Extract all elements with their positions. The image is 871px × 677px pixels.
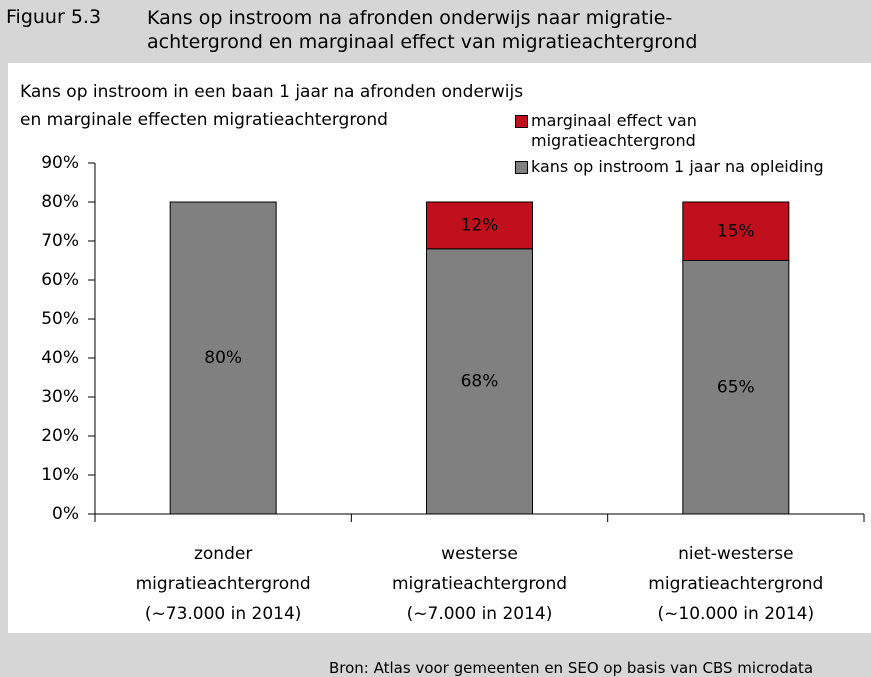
y-tick-label: 80%	[41, 192, 79, 212]
footer: Bron: Atlas voor gemeenten en SEO op bas…	[0, 633, 871, 677]
chart-title: Kans op instroom in een baan 1 jaar na a…	[20, 82, 524, 130]
x-tick-label: zonder migratieachtergrond (~73.000 in 201…	[136, 544, 311, 624]
value-label: 65%	[717, 377, 755, 397]
y-tick-label: 90%	[41, 153, 79, 173]
figure-caption: Kans op instroom na afronden onderwijs n…	[147, 7, 698, 53]
y-tick-label: 50%	[41, 309, 79, 329]
bar-segment	[426, 248, 533, 515]
value-label: 68%	[461, 371, 499, 391]
x-tick-label: westerse migratieachtergrond (~7.000 in 20…	[392, 544, 567, 624]
y-tick-label: 40%	[41, 348, 79, 368]
x-tick-label: niet-westerse migratieachtergrond (~10.000…	[648, 544, 823, 624]
y-tick-label: 30%	[41, 387, 79, 407]
y-tick-label: 10%	[41, 465, 79, 485]
value-label: 80%	[204, 348, 242, 368]
y-tick-label: 60%	[41, 270, 79, 290]
y-tick-label: 70%	[41, 231, 79, 251]
legend-label: marginaal effect van migratieachtergrond	[531, 111, 697, 150]
y-tick-label: 0%	[52, 504, 79, 524]
legend-swatch	[515, 115, 528, 128]
y-tick-label: 20%	[41, 426, 79, 446]
bar-segment	[426, 201, 533, 250]
bar-segment	[169, 201, 277, 515]
value-label: 15%	[717, 221, 755, 241]
bar-segment	[682, 260, 790, 515]
source: Bron: Atlas voor gemeenten en SEO op bas…	[329, 659, 814, 677]
figure-number: Figuur 5.3	[6, 6, 102, 28]
legend-label: kans op instroom 1 jaar na opleiding	[531, 157, 824, 176]
value-label: 12%	[461, 215, 499, 235]
legend-swatch	[515, 161, 528, 174]
bar-segment	[682, 201, 790, 261]
